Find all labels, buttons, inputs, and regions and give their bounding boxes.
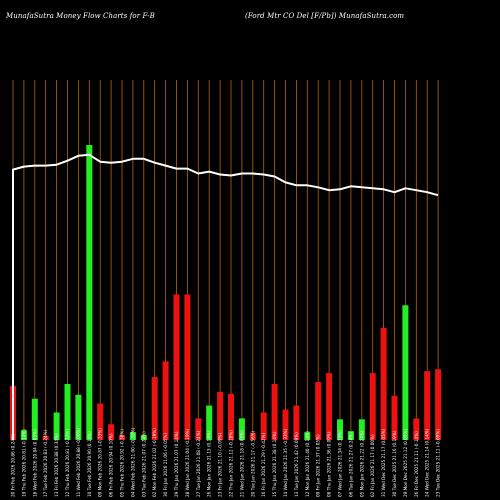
money-flow-bar xyxy=(249,433,256,440)
x-tick-label: 26 Mon Jan 2026 21.13 (0.14%) xyxy=(207,430,212,497)
x-tick-label: 09 Mon Feb 2026 20.87 (-0.33%) xyxy=(98,428,103,497)
x-tick-label: 20 Fri Feb 2026 20.86 (0.24%) xyxy=(11,433,16,497)
x-tick-label: 12 Thu Feb 2026 20.81 (-0.33%) xyxy=(65,429,70,497)
x-tick-label: 26 Fri Dec 2025 21.11 (-0.14%) xyxy=(414,431,419,497)
money-flow-bar xyxy=(369,373,376,440)
money-flow-bar xyxy=(282,409,289,440)
x-tick-label: 08 Thu Jan 2026 21.36 (0.09%) xyxy=(327,431,332,497)
x-tick-label: 21 Wed Jan 2026 21.18 (0.05%) xyxy=(239,430,244,497)
x-tick-label: 05 Thu Feb 2026 20.92 (-0.38%) xyxy=(120,429,125,497)
x-tick-label: 22 Thu Jan 2026 21.12 (-0.28%) xyxy=(229,430,234,497)
x-tick-label: 09 Fri Jan 2026 21.37 (0.05%) xyxy=(316,434,321,497)
money-flow-bar xyxy=(315,381,322,440)
money-flow-bar xyxy=(435,369,442,440)
money-flow-bar xyxy=(347,431,354,440)
x-tick-label: 28 Wed Jan 2026 21.04 (-0.19%) xyxy=(185,428,190,497)
money-flow-bar xyxy=(184,294,191,440)
money-flow-bar xyxy=(97,403,104,440)
money-flow-bar xyxy=(238,418,245,440)
money-flow-bar xyxy=(304,432,311,440)
x-tick-label: 03 Tue Feb 2026 21.07 (0.24%) xyxy=(141,431,146,497)
money-flow-bar xyxy=(20,430,27,440)
money-flow-bar xyxy=(217,391,224,440)
money-flow-bar xyxy=(424,371,431,440)
x-tick-label: 13 Fri Feb 2026 20.88 (0.34%) xyxy=(54,433,59,497)
x-tick-label: 20 Tue Jan 2026 21.17 (-0.56%) xyxy=(250,430,255,497)
money-flow-bar xyxy=(413,418,420,440)
money-flow-bar xyxy=(337,419,343,440)
x-tick-label: 04 Wed Feb 2026 21.00 (-0.33%) xyxy=(130,427,135,497)
money-flow-bar xyxy=(271,383,278,440)
x-tick-label: 07 Wed Jan 2026 21.34 (0.33%) xyxy=(338,430,343,497)
money-flow-bar xyxy=(119,435,125,440)
price-line-group xyxy=(12,153,439,440)
money-flow-bar xyxy=(53,412,60,440)
money-flow-bar xyxy=(162,361,169,440)
x-tick-label: 18 Wed Feb 2026 20.84 (0.05%) xyxy=(32,429,37,497)
x-tick-label: 05 Mon Jan 2026 21.22 (0.24%) xyxy=(359,430,364,497)
money-flow-bar xyxy=(75,394,82,440)
x-tick-label: 02 Mon Feb 2026 21.02 (-0.19%) xyxy=(152,428,157,497)
money-flow-bar xyxy=(86,145,93,440)
money-flow-bar xyxy=(129,432,136,440)
x-tick-label: 23 Tue Dec 2025 21.11 (-0.09%) xyxy=(436,429,441,497)
money-flow-bar xyxy=(326,373,333,440)
x-tick-label: 31 Wed Dec 2025 21.17 (0.05%) xyxy=(381,428,386,497)
x-tick-label: 30 Fri Jan 2026 21.06 (-0.05%) xyxy=(163,432,168,497)
money-flow-bar xyxy=(358,419,365,440)
x-tick-label: 14 Wed Jan 2026 21.35 (-0.33%) xyxy=(283,428,288,497)
x-tick-labels: 20 Fri Feb 2026 20.86 (0.24%) 19 Thu Feb … xyxy=(11,427,441,497)
money-flow-bar xyxy=(108,424,115,440)
chart-title: MunafaSutra Money Flow Charts for F-B xyxy=(6,12,155,20)
x-tick-label: 29 Thu Jan 2026 21.07 (0.14%) xyxy=(174,431,179,497)
money-flow-bar xyxy=(228,393,234,440)
price-line xyxy=(12,153,439,440)
money-flow-bar xyxy=(140,435,147,440)
x-tick-label: 24 Wed Dec 2025 21.14 (0.14%) xyxy=(425,428,430,497)
x-tick-label: 11 Wed Feb 2026 20.88 (-0.09%) xyxy=(76,427,81,497)
money-flow-bar xyxy=(195,418,202,440)
x-tick-label: 19 Thu Feb 2026 20.81 (-0.14%) xyxy=(21,429,26,497)
x-tick-label: 10 Tue Feb 2026 20.90 (0.14%) xyxy=(87,431,92,497)
money-flow-bar xyxy=(391,395,398,440)
x-tick-label: 23 Fri Jan 2026 21.10 (-0.09%) xyxy=(218,432,223,497)
x-tick-label: 16 Fri Jan 2026 21.29 (-0.42%) xyxy=(261,432,266,497)
x-tick-label: 27 Tue Jan 2026 21.08 (-0.24%) xyxy=(196,430,201,497)
money-flow-bar xyxy=(151,377,158,440)
x-tick-label: 12 Mon Jan 2026 21.40 (0.14%) xyxy=(305,430,310,497)
money-flow-bar xyxy=(64,383,71,440)
money-flow-bar xyxy=(260,412,267,440)
money-flow-bar xyxy=(293,405,300,440)
money-flow-bar xyxy=(173,294,180,440)
x-tick-label: 17 Tue Feb 2026 20.83 (-0.24%) xyxy=(43,429,48,497)
x-tick-label: 06 Fri Feb 2026 20.94 (0.10%) xyxy=(109,433,114,497)
x-tick-label: 06 Tue Jan 2026 21.27 (0.24%) xyxy=(348,432,353,497)
money-flow-bar xyxy=(380,327,387,440)
chart-subtitle: (Ford Mtr CO Del [F/Pb]) MunafaSutra.com xyxy=(245,12,405,20)
money-flow-bar xyxy=(402,305,409,440)
vertical-gridlines xyxy=(12,80,439,440)
x-tick-label: 15 Thu Jan 2026 21.38 (0.14%) xyxy=(272,431,277,497)
x-tick-label: 13 Tue Jan 2026 21.42 (0.09%) xyxy=(294,432,299,497)
x-tick-label: 30 Tue Dec 2025 21.16 (0.19%) xyxy=(392,430,397,497)
x-tick-label: 02 Fri Jan 2026 21.17 (0.00%) xyxy=(370,434,375,497)
x-tick-label: 29 Mon Dec 2025 21.12 (0.05%) xyxy=(403,429,408,497)
money-flow-bar xyxy=(42,436,49,440)
money-flow-bar xyxy=(31,398,38,440)
money-flow-bar xyxy=(206,405,213,440)
